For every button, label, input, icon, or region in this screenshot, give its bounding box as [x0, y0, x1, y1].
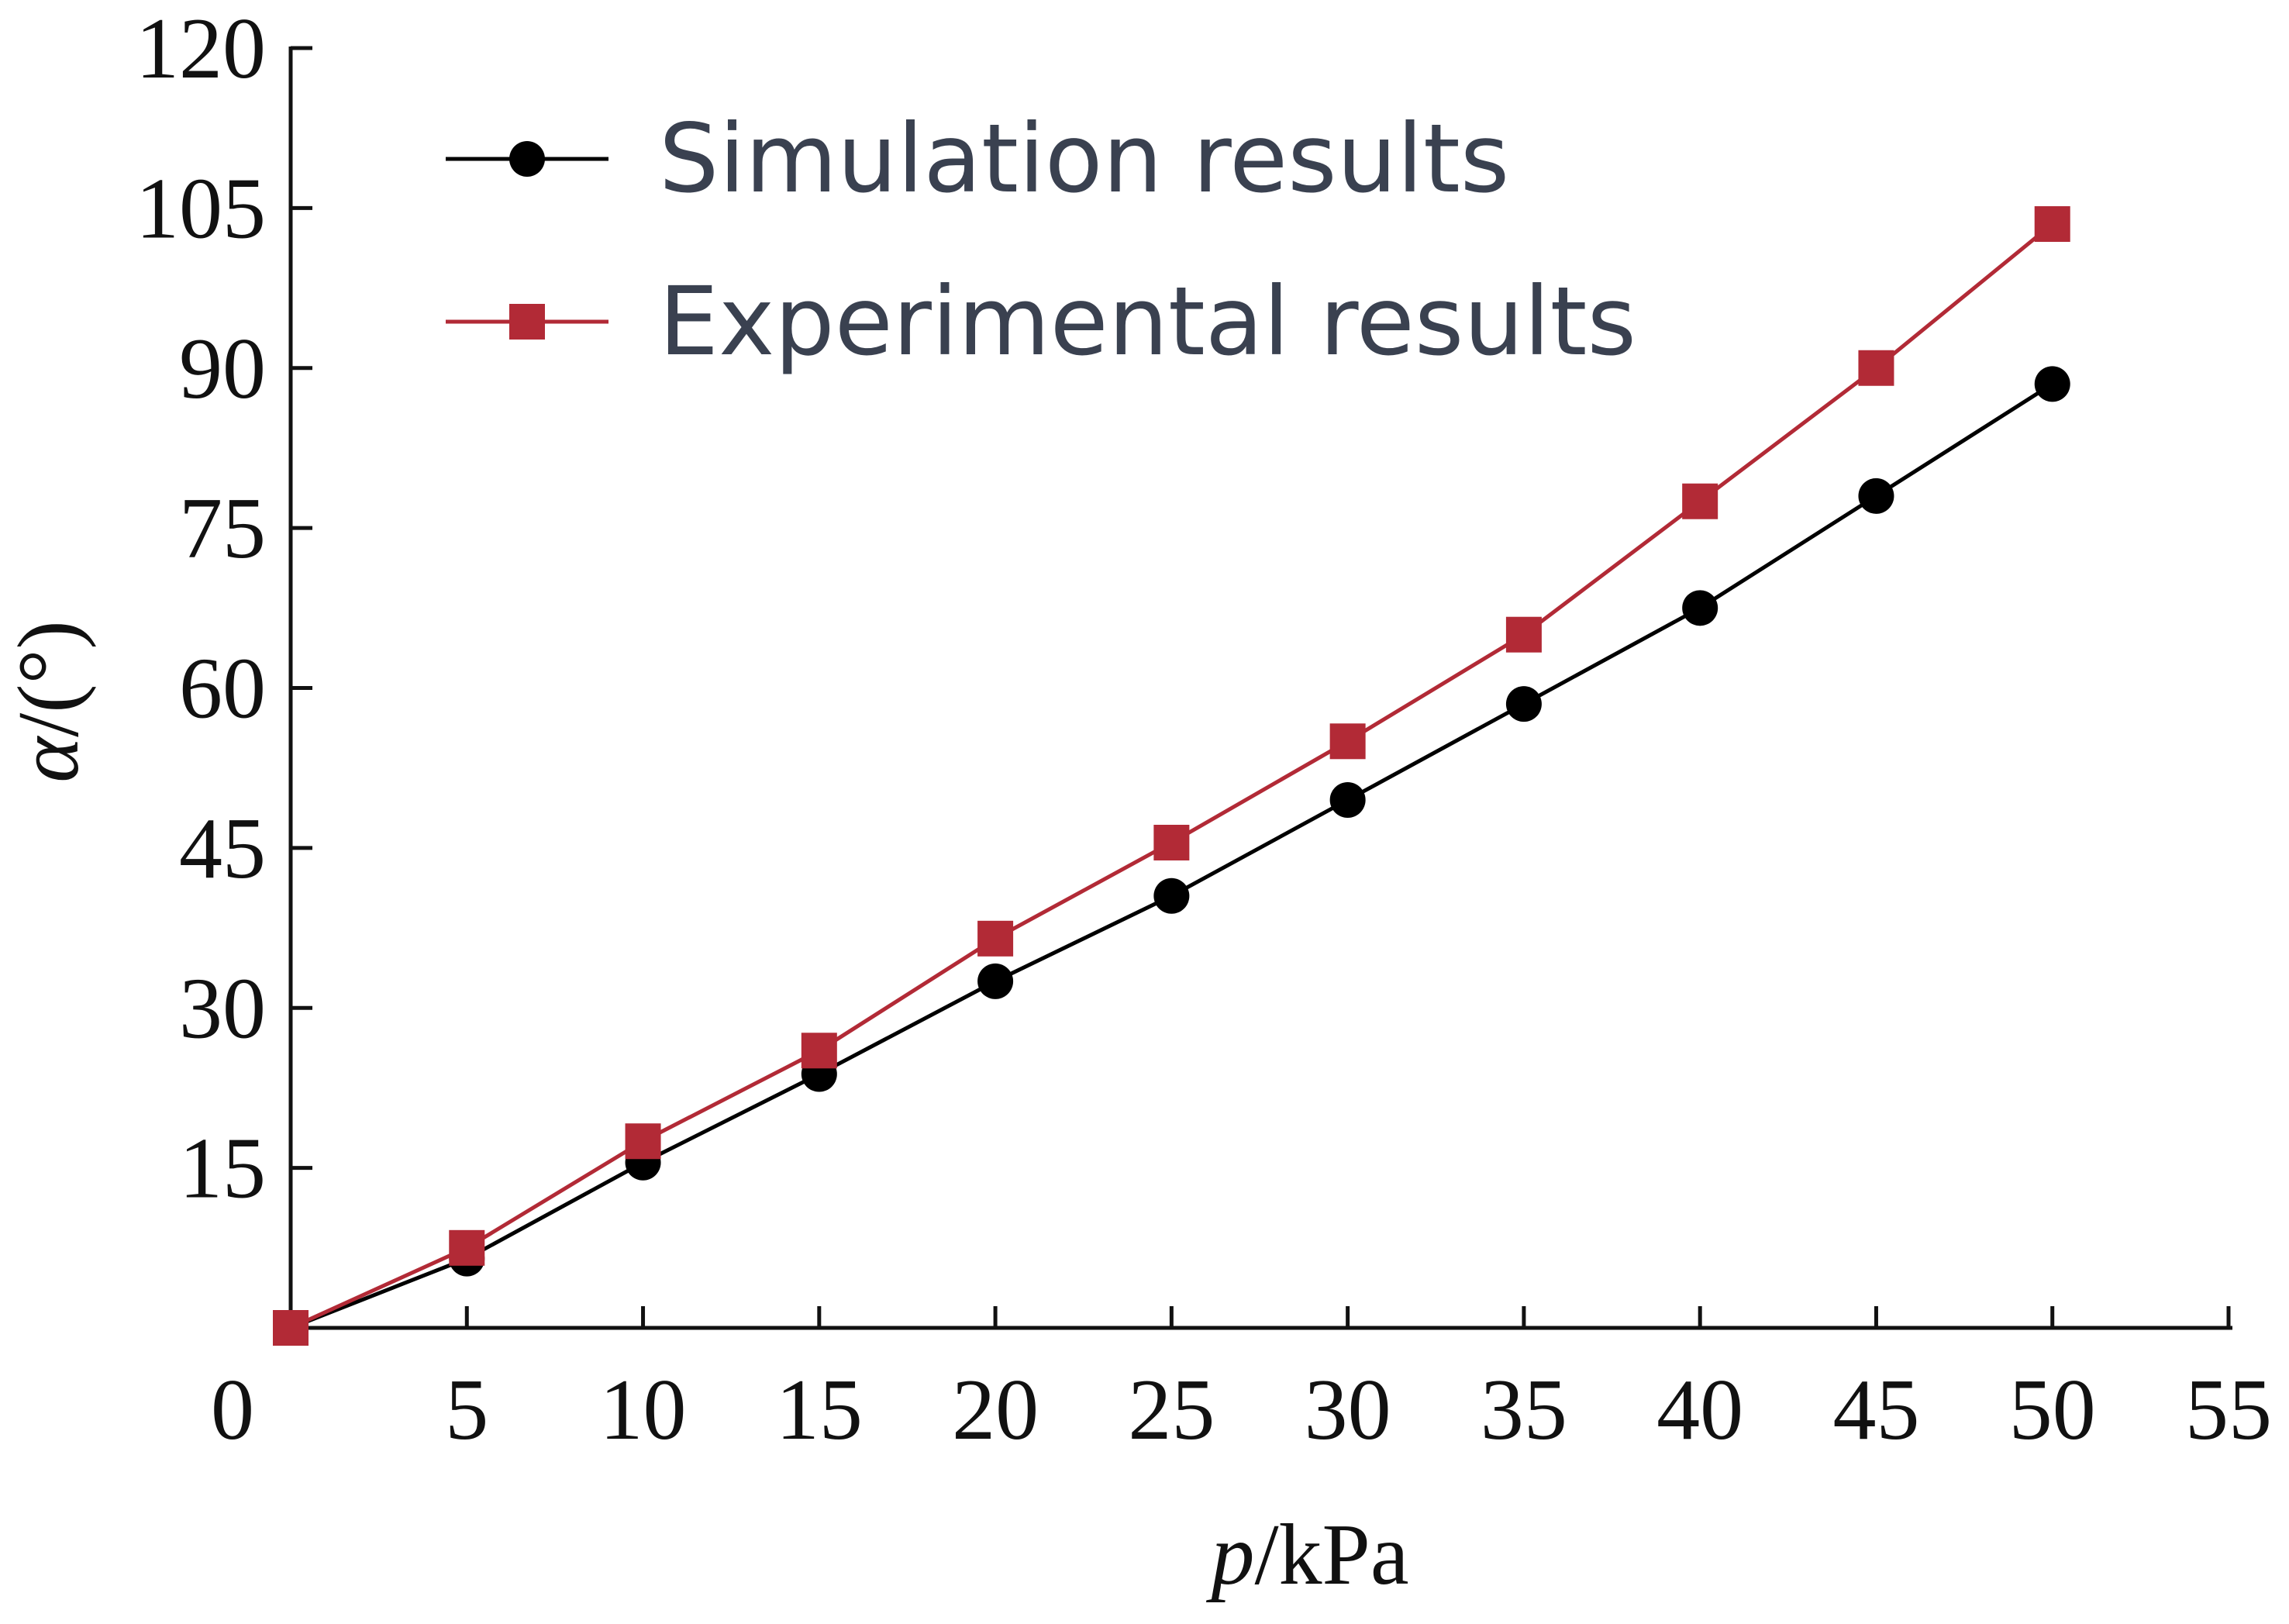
- x-tick-label: 45: [1832, 1362, 1919, 1458]
- axis-titles: p/kPa α/(°): [1, 620, 1409, 1603]
- y-tick-label: 90: [179, 321, 266, 417]
- x-tick-label: 10: [600, 1362, 687, 1458]
- y-axis-unit: /(°): [1, 620, 97, 737]
- axes: 0 5 10 15 20 25 30 35 40 45 50 55 15 30 45 60 75 90 105 120: [136, 1, 2272, 1458]
- data-point: [625, 1123, 661, 1160]
- legend-label: Experimental results: [659, 267, 1636, 377]
- legend-item: Simulation results: [446, 104, 1509, 214]
- series-experimental: [273, 206, 2070, 1346]
- y-tick-label: 105: [136, 160, 266, 257]
- data-point: [977, 920, 1014, 957]
- x-axis-unit: /kPa: [1254, 1507, 1408, 1603]
- x-tick-label: 40: [1656, 1362, 1743, 1458]
- y-axis-symbol: α: [1, 736, 97, 783]
- data-point: [801, 1033, 837, 1069]
- legend-marker: [509, 304, 545, 340]
- data-point: [2034, 206, 2070, 243]
- data-point: [1858, 350, 1894, 386]
- data-point: [1329, 723, 1366, 760]
- x-tick-label: 30: [1305, 1362, 1391, 1458]
- x-axis-title: p/kPa: [1205, 1507, 1408, 1603]
- data-point: [1505, 686, 1542, 722]
- data-point: [1858, 478, 1894, 514]
- y-tick-label: 60: [179, 641, 266, 737]
- x-tick-label: 5: [445, 1362, 488, 1458]
- x-tick-label: 25: [1128, 1362, 1215, 1458]
- data-point: [1329, 781, 1366, 818]
- data-point: [273, 1310, 309, 1346]
- data-point: [1153, 824, 1190, 860]
- y-axis-title: α/(°): [1, 620, 97, 782]
- x-axis-symbol: p: [1205, 1507, 1254, 1603]
- data-point: [1682, 590, 1718, 626]
- x-tick-label: 35: [1481, 1362, 1567, 1458]
- data-point: [449, 1229, 485, 1266]
- data-point: [1505, 616, 1542, 653]
- series-line: [289, 222, 2054, 1330]
- y-tick-label: 75: [179, 481, 266, 577]
- y-tick-label: 15: [179, 1121, 266, 1217]
- x-tick-label: 55: [2185, 1362, 2272, 1458]
- legend-item: Experimental results: [446, 267, 1636, 377]
- x-tick-label: 0: [211, 1362, 254, 1458]
- x-tick-label: 20: [952, 1362, 1039, 1458]
- data-point: [1682, 483, 1718, 519]
- data-point: [977, 963, 1014, 999]
- legend: Simulation results Experimental results: [446, 104, 1636, 377]
- x-tick-label: 15: [776, 1362, 863, 1458]
- y-tick-label: 120: [136, 1, 266, 97]
- legend-marker: [509, 141, 545, 177]
- x-tick-label: 50: [2009, 1362, 2096, 1458]
- y-tick-label: 30: [179, 960, 266, 1057]
- legend-label: Simulation results: [659, 104, 1509, 214]
- series-layer: [273, 206, 2070, 1346]
- data-point: [1153, 878, 1190, 914]
- y-tick-label: 45: [179, 801, 266, 897]
- data-point: [2034, 366, 2070, 402]
